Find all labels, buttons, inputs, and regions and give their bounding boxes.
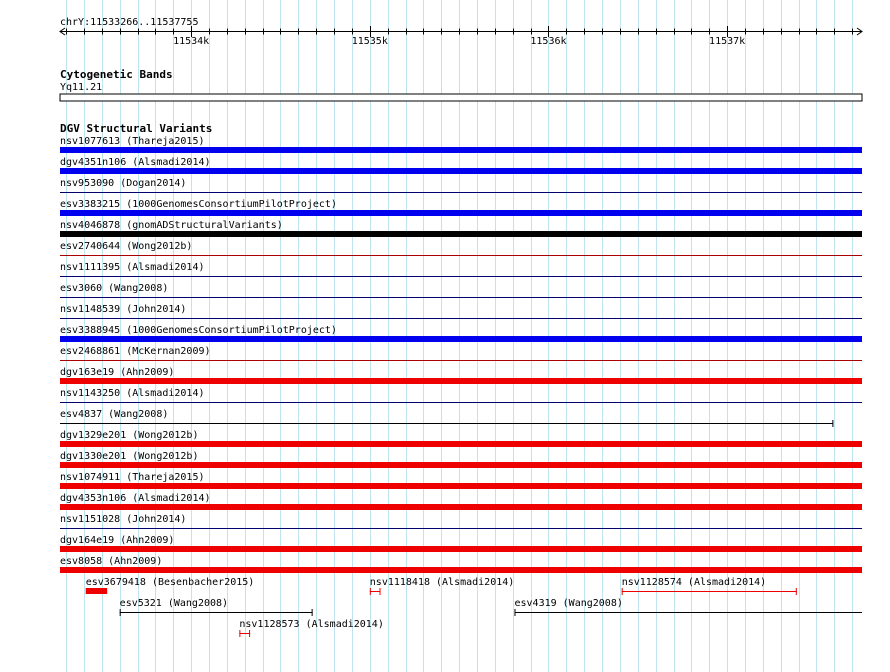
dgv-variant-row[interactable]: dgv4351n106 (Alsmadi2014): [60, 157, 862, 174]
ruler-tick-label: 11536k: [530, 36, 566, 47]
dgv-variant-label[interactable]: nsv1143250 (Alsmadi2014): [60, 388, 205, 399]
dgv-variant-label[interactable]: esv4319 (Wang2008): [515, 598, 623, 609]
dgv-variant-bar[interactable]: [85, 588, 108, 594]
dgv-variant-row[interactable]: esv3383215 (1000GenomesConsortiumPilotPr…: [60, 199, 862, 216]
dgv-variant-feature[interactable]: nsv1128574 (Alsmadi2014): [621, 577, 797, 595]
dgv-variant-bar[interactable]: [60, 336, 862, 342]
dgv-variant-label[interactable]: nsv4046878 (gnomADStructuralVariants): [60, 220, 283, 231]
dgv-variant-row[interactable]: esv3060 (Wang2008): [60, 283, 862, 298]
dgv-variant-row[interactable]: nsv1074911 (Thareja2015): [60, 472, 862, 489]
dgv-variant-label[interactable]: nsv1128574 (Alsmadi2014): [622, 577, 767, 588]
dgv-variant-label[interactable]: dgv163e19 (Ahn2009): [60, 367, 174, 378]
dgv-variant-row[interactable]: nsv1143250 (Alsmadi2014): [60, 388, 862, 403]
dgv-variant-row[interactable]: esv8058 (Ahn2009): [60, 556, 862, 573]
dgv-variant-label[interactable]: dgv1329e201 (Wong2012b): [60, 430, 198, 441]
dgv-variant-row[interactable]: nsv4046878 (gnomADStructuralVariants): [60, 220, 862, 237]
dgv-variant-row[interactable]: dgv163e19 (Ahn2009): [60, 367, 862, 384]
dgv-variant-row[interactable]: esv4837 (Wang2008): [60, 409, 834, 427]
dgv-variant-label[interactable]: esv3388945 (1000GenomesConsortiumPilotPr…: [60, 325, 337, 336]
dgv-variant-row[interactable]: nsv1148539 (John2014): [60, 304, 862, 319]
dgv-variant-label[interactable]: esv3060 (Wang2008): [60, 283, 168, 294]
dgv-variant-row[interactable]: dgv164e19 (Ahn2009): [60, 535, 862, 552]
cytoband-bar[interactable]: [59, 93, 863, 102]
dgv-variant-label[interactable]: esv4837 (Wang2008): [60, 409, 168, 420]
dgv-variant-row[interactable]: dgv1330e201 (Wong2012b): [60, 451, 862, 468]
dgv-variant-bar[interactable]: [60, 483, 862, 489]
dgv-variant-bar[interactable]: [60, 441, 862, 447]
dgv-variant-label[interactable]: nsv953090 (Dogan2014): [60, 178, 186, 189]
ruler-tick-label: 11537k: [709, 36, 745, 47]
ruler-tick-label: 11535k: [352, 36, 388, 47]
location-label: chrY:11533266..11537755: [60, 17, 198, 28]
dgv-variant-label[interactable]: dgv1330e201 (Wong2012b): [60, 451, 198, 462]
dgv-variant-label[interactable]: nsv1148539 (John2014): [60, 304, 186, 315]
cytoband-track-title: Cytogenetic Bands: [60, 68, 173, 81]
ruler-right-arrow-icon: [856, 27, 863, 36]
dgv-variant-label[interactable]: dgv4353n106 (Alsmadi2014): [60, 493, 211, 504]
dgv-variant-row[interactable]: nsv1111395 (Alsmadi2014): [60, 262, 862, 277]
dgv-variant-row[interactable]: dgv4353n106 (Alsmadi2014): [60, 493, 862, 510]
dgv-variant-row[interactable]: nsv1151028 (John2014): [60, 514, 862, 529]
dgv-variant-row[interactable]: dgv1329e201 (Wong2012b): [60, 430, 862, 447]
dgv-variant-feature[interactable]: nsv1118418 (Alsmadi2014): [369, 577, 515, 595]
dgv-variant-label[interactable]: esv2468861 (McKernan2009): [60, 346, 211, 357]
dgv-variant-label[interactable]: esv5321 (Wang2008): [120, 598, 228, 609]
dgv-variant-label[interactable]: nsv1128573 (Alsmadi2014): [239, 619, 384, 630]
dgv-variant-partial-features: esv3679418 (Besenbacher2015) nsv1118418 (…: [85, 577, 862, 637]
dgv-variant-row[interactable]: esv2740644 (Wong2012b): [60, 241, 862, 256]
dgv-variant-label[interactable]: nsv1151028 (John2014): [60, 514, 186, 525]
dgv-variant-label[interactable]: esv2740644 (Wong2012b): [60, 241, 192, 252]
dgv-variant-label[interactable]: esv8058 (Ahn2009): [60, 556, 162, 567]
dgv-track-title: DGV Structural Variants: [60, 122, 212, 135]
dgv-variant-bar[interactable]: [60, 210, 862, 216]
ruler-tick-label: 11534k: [173, 36, 209, 47]
ruler: 11534k 11535k 11536k 11537k: [59, 26, 863, 47]
dgv-variant-rows: nsv1077613 (Thareja2015) dgv4351n106 (Als…: [60, 136, 862, 573]
dgv-variant-bar[interactable]: [60, 231, 862, 237]
dgv-variant-bar[interactable]: [60, 546, 862, 552]
ruler-left-arrow-icon: [59, 27, 66, 36]
dgv-variant-bar[interactable]: [60, 168, 862, 174]
dgv-variant-feature[interactable]: esv5321 (Wang2008): [119, 598, 313, 616]
dgv-variant-bar[interactable]: [60, 378, 862, 384]
dgv-variant-row[interactable]: esv3388945 (1000GenomesConsortiumPilotPr…: [60, 325, 862, 342]
dgv-variant-bar[interactable]: [60, 462, 862, 468]
dgv-variant-label[interactable]: nsv1077613 (Thareja2015): [60, 136, 205, 147]
dgv-variant-label[interactable]: dgv164e19 (Ahn2009): [60, 535, 174, 546]
dgv-variant-label[interactable]: dgv4351n106 (Alsmadi2014): [60, 157, 211, 168]
dgv-variant-bar[interactable]: [60, 147, 862, 153]
dgv-variant-bar[interactable]: [60, 567, 862, 573]
dgv-variant-row[interactable]: nsv953090 (Dogan2014): [60, 178, 862, 193]
dgv-variant-label[interactable]: nsv1074911 (Thareja2015): [60, 472, 205, 483]
dgv-variant-feature[interactable]: nsv1128573 (Alsmadi2014): [239, 619, 384, 637]
dgv-variant-label[interactable]: esv3679418 (Besenbacher2015): [86, 577, 255, 588]
dgv-variant-label[interactable]: nsv1118418 (Alsmadi2014): [370, 577, 515, 588]
dgv-variant-label[interactable]: nsv1111395 (Alsmadi2014): [60, 262, 205, 273]
dgv-variant-feature[interactable]: esv3679418 (Besenbacher2015): [85, 577, 255, 594]
dgv-variant-label[interactable]: esv3383215 (1000GenomesConsortiumPilotPr…: [60, 199, 337, 210]
dgv-variant-feature[interactable]: esv4319 (Wang2008): [514, 598, 862, 616]
dgv-variant-row[interactable]: esv2468861 (McKernan2009): [60, 346, 862, 361]
dgv-variant-row[interactable]: nsv1077613 (Thareja2015): [60, 136, 862, 153]
dgv-variant-bar[interactable]: [60, 504, 862, 510]
cytoband-label: Yq11.21: [60, 82, 102, 93]
